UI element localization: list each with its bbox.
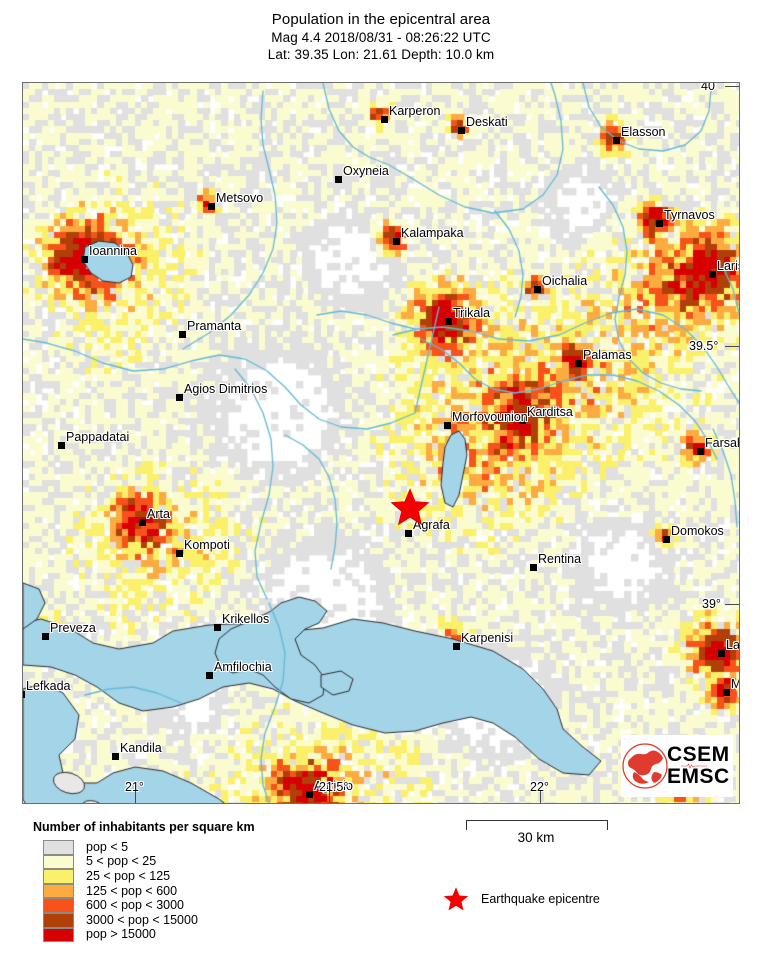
legend-swatch — [43, 840, 74, 855]
legend-row: 3000 < pop < 15000 — [43, 912, 198, 928]
legend-swatch — [43, 927, 74, 943]
longitude-tick-mark — [329, 791, 330, 803]
latitude-tick-mark — [725, 86, 739, 87]
map-header: Population in the epicentral area Mag 4.… — [0, 10, 762, 63]
legend-label: pop > 15000 — [86, 927, 156, 942]
legend-swatch — [43, 912, 74, 928]
scale-bar-line — [466, 820, 608, 830]
longitude-tick-mark — [540, 791, 541, 803]
legend-title: Number of inhabitants per square km — [33, 820, 255, 834]
emsc-wordmark: CSEM EMSC — [667, 744, 730, 788]
legend-row: 25 < pop < 125 — [43, 869, 198, 884]
logo-line-emsc: EMSC — [667, 765, 730, 788]
seismogram-icon — [681, 763, 707, 769]
legend-swatch — [43, 898, 74, 913]
latitude-tick-mark — [725, 604, 739, 605]
event-magnitude-time: Mag 4.4 2018/08/31 - 08:26:22 UTC — [271, 30, 491, 45]
population-density-raster — [23, 83, 739, 803]
legend-label: 600 < pop < 3000 — [86, 898, 185, 913]
map-panel[interactable]: Karperon Deskati Elasson Oxyneia Metsovo Tyrn… — [22, 82, 740, 804]
legend-label: pop < 5 — [86, 839, 129, 854]
longitude-tick-label: 21° — [125, 780, 144, 794]
page-title: Population in the epicentral area — [271, 11, 491, 28]
legend-row: 5 < pop < 25 — [43, 854, 198, 870]
longitude-tick-mark — [135, 791, 136, 803]
latitude-tick-label: 39.5° — [689, 339, 719, 353]
epicentre-legend-label: Earthquake epicentre — [481, 892, 600, 906]
legend-label: 25 < pop < 125 — [86, 868, 171, 883]
emsc-logo: CSEM EMSC — [621, 735, 733, 797]
longitude-tick-label: 21.5° — [319, 780, 349, 794]
legend-row: pop < 5 — [43, 840, 198, 855]
legend-label: 3000 < pop < 15000 — [86, 912, 198, 927]
scale-bar-label: 30 km — [517, 830, 555, 845]
legend-swatch — [43, 854, 74, 870]
epicentre-legend: Earthquake epicentre — [443, 886, 600, 912]
emsc-globe-icon — [622, 743, 668, 789]
legend-label: 5 < pop < 25 — [86, 854, 157, 869]
latitude-tick-mark — [725, 346, 739, 347]
event-coordinates-depth: Lat: 39.35 Lon: 21.61 Depth: 10.0 km — [267, 47, 495, 62]
latitude-tick-label: 40 — [701, 82, 715, 93]
logo-line-csem: CSEM — [667, 743, 730, 766]
legend-swatch — [43, 883, 74, 899]
legend-swatch — [43, 869, 74, 884]
legend-row: 600 < pop < 3000 — [43, 898, 198, 913]
latitude-tick-label: 39° — [702, 597, 721, 611]
legend-row: 125 < pop < 600 — [43, 883, 198, 899]
epicentre-legend-star-icon — [443, 887, 469, 911]
legend-row: pop > 15000 — [43, 927, 198, 943]
scale-bar: 30 km — [466, 820, 608, 858]
longitude-tick-label: 22° — [530, 780, 549, 794]
legend-label: 125 < pop < 600 — [86, 883, 178, 898]
